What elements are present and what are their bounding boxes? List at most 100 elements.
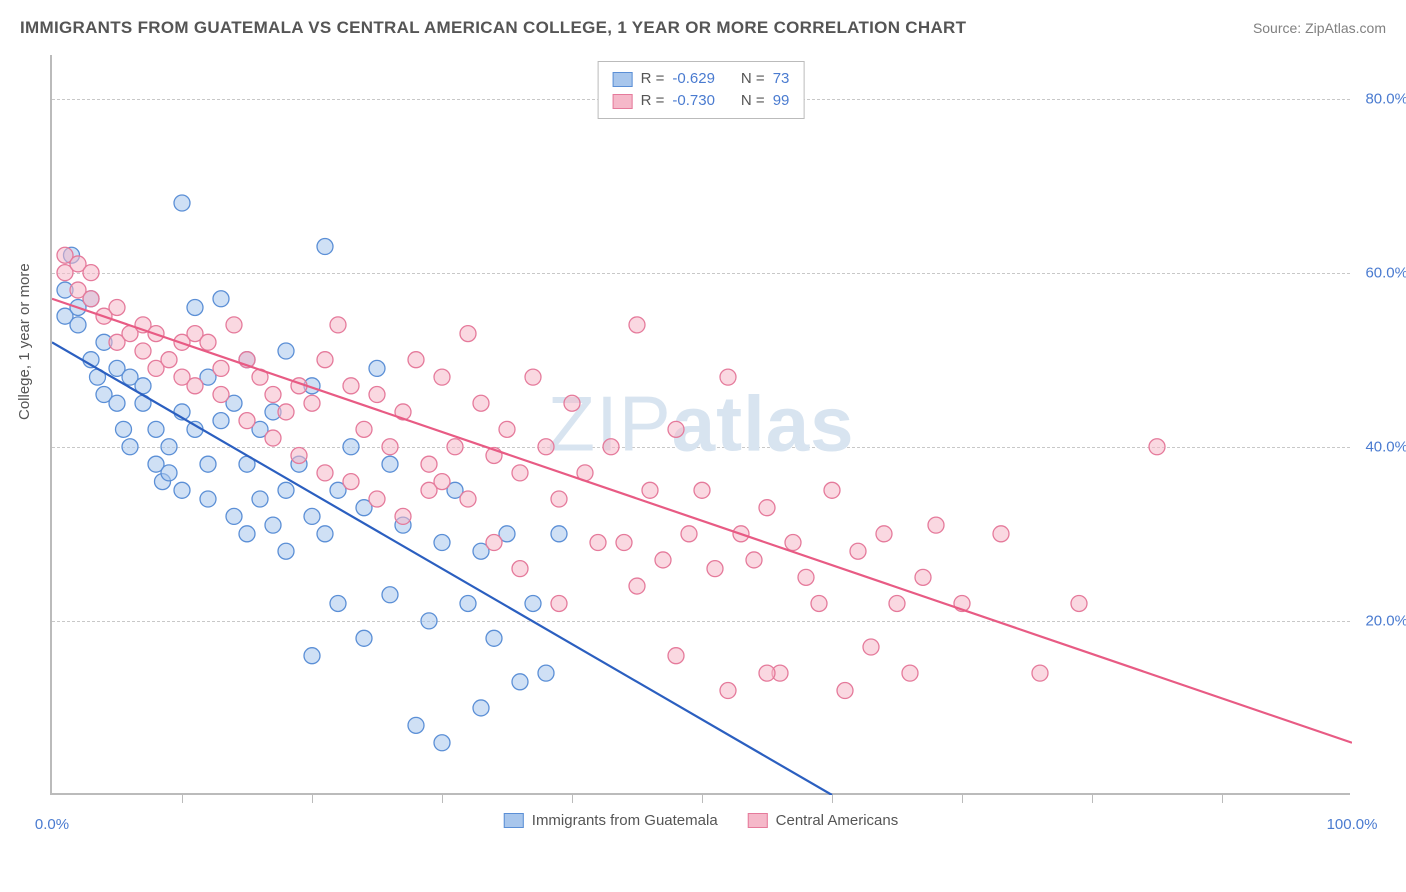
data-point: [434, 735, 450, 751]
r-label: R =: [641, 90, 665, 112]
data-point: [655, 552, 671, 568]
n-label: N =: [741, 68, 765, 90]
chart-source: Source: ZipAtlas.com: [1253, 20, 1386, 36]
data-point: [1032, 665, 1048, 681]
y-tick-label: 40.0%: [1365, 438, 1406, 455]
r-label: R =: [641, 68, 665, 90]
data-point: [239, 413, 255, 429]
chart-header: IMMIGRANTS FROM GUATEMALA VS CENTRAL AME…: [20, 18, 1386, 38]
data-point: [369, 491, 385, 507]
data-point: [369, 387, 385, 403]
data-point: [109, 299, 125, 315]
data-point: [382, 587, 398, 603]
data-point: [915, 569, 931, 585]
data-point: [421, 613, 437, 629]
data-point: [525, 595, 541, 611]
chart-title: IMMIGRANTS FROM GUATEMALA VS CENTRAL AME…: [20, 18, 966, 38]
data-point: [116, 421, 132, 437]
data-point: [187, 378, 203, 394]
data-point: [278, 482, 294, 498]
data-point: [317, 239, 333, 255]
data-point: [798, 569, 814, 585]
data-point: [278, 343, 294, 359]
data-point: [239, 526, 255, 542]
data-point: [759, 500, 775, 516]
data-point: [70, 317, 86, 333]
data-point: [434, 369, 450, 385]
data-point: [122, 439, 138, 455]
legend-row-series2: R = -0.730 N = 99: [613, 90, 790, 112]
data-point: [616, 535, 632, 551]
series1-r-value: -0.629: [672, 68, 715, 90]
data-point: [213, 387, 229, 403]
y-tick-label: 60.0%: [1365, 264, 1406, 281]
data-point: [629, 317, 645, 333]
n-label: N =: [741, 90, 765, 112]
data-point: [811, 595, 827, 611]
data-point: [343, 474, 359, 490]
data-point: [369, 360, 385, 376]
data-point: [356, 421, 372, 437]
data-point: [200, 491, 216, 507]
data-point: [512, 561, 528, 577]
data-point: [161, 465, 177, 481]
data-point: [486, 630, 502, 646]
data-point: [278, 404, 294, 420]
series2-swatch-icon: [748, 813, 768, 828]
data-point: [226, 317, 242, 333]
data-point: [408, 352, 424, 368]
data-point: [889, 595, 905, 611]
data-point: [382, 439, 398, 455]
x-tick-label: 100.0%: [1327, 816, 1378, 833]
data-point: [265, 430, 281, 446]
data-point: [83, 291, 99, 307]
data-point: [564, 395, 580, 411]
data-point: [668, 421, 684, 437]
data-point: [590, 535, 606, 551]
data-point: [707, 561, 723, 577]
data-point: [304, 648, 320, 664]
data-point: [109, 395, 125, 411]
data-point: [629, 578, 645, 594]
data-point: [421, 456, 437, 472]
data-point: [1149, 439, 1165, 455]
data-point: [317, 526, 333, 542]
data-point: [538, 439, 554, 455]
data-point: [837, 683, 853, 699]
legend-item-series1: Immigrants from Guatemala: [504, 812, 718, 829]
data-point: [265, 387, 281, 403]
data-point: [187, 299, 203, 315]
data-point: [200, 456, 216, 472]
data-point: [642, 482, 658, 498]
data-point: [993, 526, 1009, 542]
data-point: [408, 717, 424, 733]
legend-item-series2: Central Americans: [748, 812, 899, 829]
scatter-plot-svg: [52, 55, 1352, 795]
data-point: [460, 595, 476, 611]
series-legend: Immigrants from Guatemala Central Americ…: [504, 812, 898, 829]
data-point: [343, 439, 359, 455]
data-point: [213, 360, 229, 376]
data-point: [1071, 595, 1087, 611]
plot-area: ZIPatlas R = -0.629 N = 73 R = -0.730 N …: [50, 55, 1350, 795]
data-point: [460, 491, 476, 507]
data-point: [213, 291, 229, 307]
data-point: [746, 552, 762, 568]
correlation-legend: R = -0.629 N = 73 R = -0.730 N = 99: [598, 61, 805, 119]
data-point: [512, 465, 528, 481]
series2-n-value: 99: [773, 90, 790, 112]
data-point: [343, 378, 359, 394]
data-point: [720, 369, 736, 385]
series1-swatch: [613, 72, 633, 87]
data-point: [83, 265, 99, 281]
data-point: [304, 508, 320, 524]
data-point: [174, 482, 190, 498]
data-point: [876, 526, 892, 542]
x-tick-label: 0.0%: [35, 816, 69, 833]
series2-r-value: -0.730: [672, 90, 715, 112]
data-point: [135, 343, 151, 359]
data-point: [551, 595, 567, 611]
data-point: [928, 517, 944, 533]
series1-swatch-icon: [504, 813, 524, 828]
data-point: [551, 526, 567, 542]
